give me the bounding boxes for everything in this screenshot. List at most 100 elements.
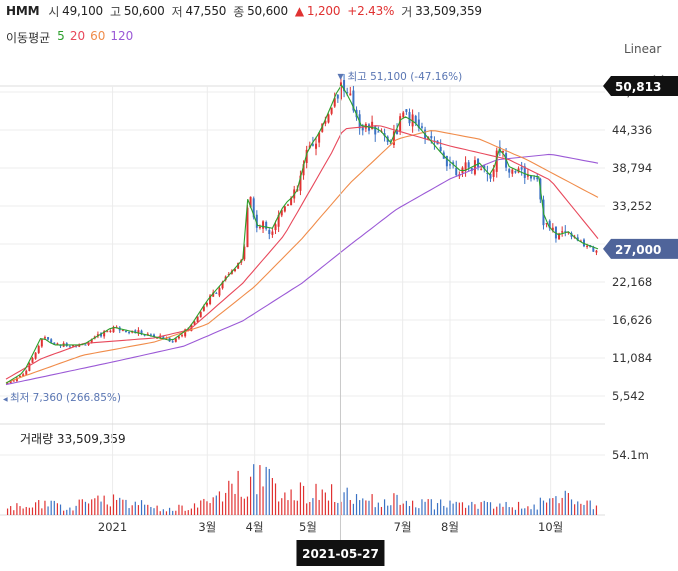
x-tick-label: 3월 <box>198 520 216 534</box>
candle-body <box>592 246 595 252</box>
volume-bar <box>116 499 118 515</box>
change-percent: +2.43% <box>347 4 395 18</box>
volume-bar <box>331 484 333 515</box>
candle-body <box>100 333 103 337</box>
candle-body <box>508 169 511 173</box>
candle-body <box>371 121 374 130</box>
volume-bar <box>536 509 538 515</box>
candle-body <box>215 292 218 294</box>
volume-bar <box>489 502 492 515</box>
candle-body <box>37 346 40 353</box>
candle-body <box>280 210 283 216</box>
candle-body <box>564 230 567 232</box>
volume-bar <box>527 506 529 515</box>
volume-bar <box>440 499 442 515</box>
candle-body <box>271 231 274 235</box>
volume-bar <box>352 503 355 515</box>
volume-bar <box>159 511 161 515</box>
high-value: 50,600 <box>123 4 165 18</box>
volume-bar <box>47 506 49 515</box>
candle-body <box>582 239 585 247</box>
volume-bar <box>471 501 473 515</box>
volume-bar <box>290 489 292 515</box>
volume-bar <box>365 500 367 515</box>
volume-bar <box>206 501 208 515</box>
volume-bar <box>200 500 202 515</box>
volume-bar <box>334 501 336 515</box>
volume-bar <box>577 501 579 515</box>
candle-body <box>87 342 90 346</box>
candle-body <box>536 177 539 180</box>
volume-bar <box>508 507 510 515</box>
volume-bar <box>505 501 507 515</box>
volume-bar <box>296 500 298 515</box>
candle-body <box>333 98 336 107</box>
volume-bar <box>555 496 557 515</box>
volume-bar <box>59 504 62 515</box>
candle-body <box>455 167 458 176</box>
candle-body <box>480 168 483 170</box>
candle-body <box>511 169 514 174</box>
candle-body <box>283 206 286 212</box>
volume-bar <box>309 502 311 515</box>
candle-body <box>327 114 330 123</box>
candle-body <box>243 246 246 260</box>
volume-bar <box>22 508 24 515</box>
candle-body <box>420 126 423 128</box>
volume-bar <box>131 505 133 515</box>
volume-bar <box>306 503 308 515</box>
volume-bar <box>511 507 513 515</box>
candle-body <box>567 232 570 234</box>
volume-bar <box>172 510 174 515</box>
crosshair-price-badge <box>603 76 678 96</box>
volume-bar <box>262 486 264 515</box>
candle-body <box>68 346 71 348</box>
volume-bar <box>315 483 317 515</box>
volume-bar <box>53 500 55 515</box>
last-price-label: 27,000 <box>615 243 661 257</box>
scale-mode-dropdown[interactable]: Linear <box>624 42 662 56</box>
candle-body <box>305 149 308 164</box>
volume-bar <box>63 510 65 515</box>
candle-body <box>252 198 255 218</box>
volume-bar <box>119 497 121 515</box>
volume-bar <box>225 492 227 515</box>
crosshair-price-label: 50,813 <box>615 80 661 94</box>
candle-body <box>483 165 486 169</box>
volume-bar <box>78 499 80 515</box>
volume-panel-title: 거래량 33,509,359 <box>20 432 126 446</box>
candle-body <box>56 343 59 345</box>
volume-bar <box>377 502 379 515</box>
candle-body <box>501 151 504 153</box>
volume-bar <box>75 505 77 515</box>
volume-bar <box>343 492 345 515</box>
candle-body <box>274 224 277 231</box>
volume-bar <box>458 502 460 515</box>
candle-body <box>40 339 43 347</box>
candle-body <box>205 302 208 306</box>
volume-bar <box>477 508 479 515</box>
volume-bar <box>181 505 183 515</box>
volume-bar <box>221 501 224 515</box>
candle-body <box>464 162 467 171</box>
candle-body <box>277 214 280 227</box>
volume-bar <box>552 498 554 515</box>
candle-body <box>530 175 533 179</box>
volume-bar <box>69 507 71 515</box>
volume-bar <box>19 506 21 515</box>
candle-body <box>311 144 314 146</box>
volume-bar <box>324 492 326 515</box>
ma-5: 5 <box>57 29 65 43</box>
moving-average-legend[interactable]: 이동평균 5 20 60 120 <box>6 29 133 45</box>
volume-bar <box>567 493 569 515</box>
volume-bar <box>436 503 439 515</box>
up-arrow-icon: ▲ <box>294 4 304 18</box>
candle-body <box>545 223 548 225</box>
volume-bar <box>259 465 261 515</box>
volume-bar <box>293 500 295 515</box>
candle-body <box>19 375 22 378</box>
candle-body <box>34 352 37 359</box>
volume-bar <box>256 494 258 515</box>
volume-bar <box>399 504 401 515</box>
